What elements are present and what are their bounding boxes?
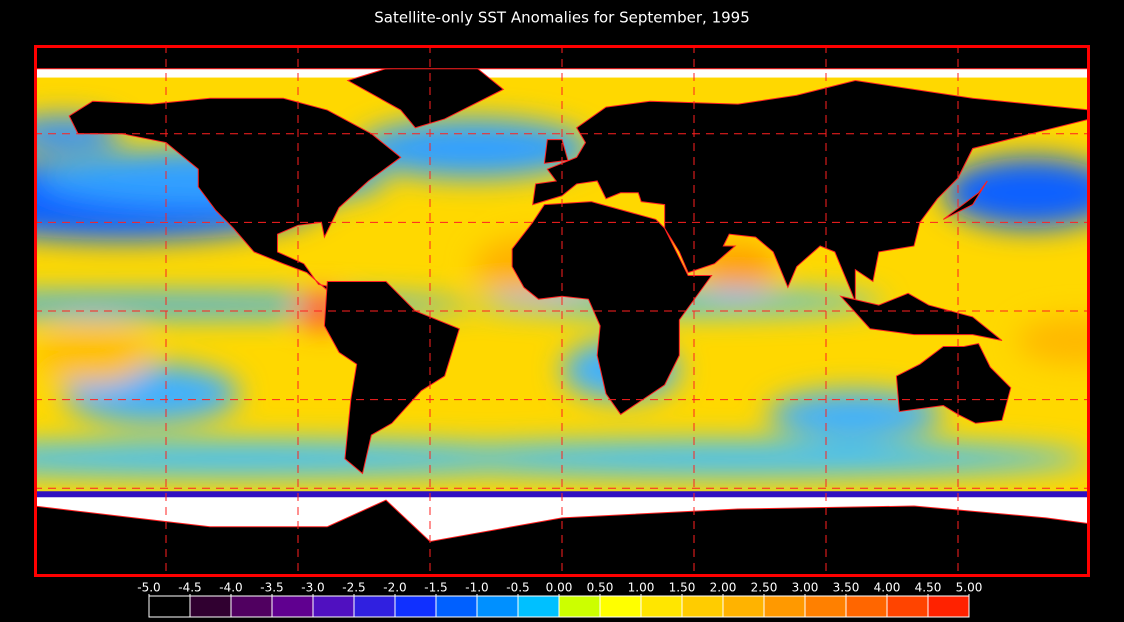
colorbar-swatch: [640, 595, 683, 618]
landmass: [68, 97, 402, 291]
colorbar-swatch: [271, 595, 314, 618]
colorbar-swatch: [230, 595, 273, 618]
colorbar-swatch: [599, 595, 642, 618]
map: [34, 45, 1090, 577]
colorbar-tick-label: 3.50: [833, 581, 860, 595]
colorbar-tick-label: -1.5: [424, 581, 447, 595]
title: Satellite-only SST Anomalies for Septemb…: [374, 9, 750, 27]
colorbar-tick-label: 2.00: [710, 581, 737, 595]
anomaly-patch: [1016, 316, 1090, 365]
colorbar-tick-label: 0.00: [546, 581, 573, 595]
anomaly-patch: [34, 325, 152, 385]
colorbar-tick-label: -5.0: [137, 581, 160, 595]
colorbar-swatch: [558, 595, 601, 618]
colorbar-swatch: [845, 595, 888, 618]
anomaly-patch: [386, 441, 1090, 477]
colorbar-tick-label: -3.0: [301, 581, 324, 595]
colorbar-tick-label: -2.5: [342, 581, 365, 595]
colorbar: -5.0 -4.5 -4.0 -3.5 -3.0 -2.5 -2.0 -1.5 -1.0 -0.5…: [137, 581, 982, 618]
colorbar-tick-label: 4.50: [915, 581, 942, 595]
colorbar-tick-label: 4.00: [874, 581, 901, 595]
colorbar-tick-label: 0.50: [587, 581, 614, 595]
colorbar-swatch: [148, 595, 191, 618]
colorbar-swatch: [804, 595, 847, 618]
colorbar-swatch: [476, 595, 519, 618]
colorbar-tick-label: -4.0: [219, 581, 242, 595]
landmass: [839, 292, 1003, 342]
colorbar-swatch: [353, 595, 396, 618]
landmass: [895, 342, 1012, 424]
colorbar-swatch: [927, 595, 970, 618]
colorbar-swatch: [886, 595, 929, 618]
colorbar-tick-label: 1.50: [669, 581, 696, 595]
colorbar-tick-label: 1.00: [628, 581, 655, 595]
colorbar-tick-label: -1.0: [465, 581, 488, 595]
colorbar-tick-label: -0.5: [506, 581, 529, 595]
colorbar-tick-label: 2.50: [751, 581, 778, 595]
colorbar-tick-label: 5.00: [956, 581, 983, 595]
anomaly-patch: [943, 157, 1090, 229]
colorbar-swatch: [189, 595, 232, 618]
colorbar-tick-label: 3.00: [792, 581, 819, 595]
colorbar-swatch: [763, 595, 806, 618]
colorbar-tick-label: -4.5: [178, 581, 201, 595]
colorbar-swatch: [681, 595, 724, 618]
colorbar-tick-label: -3.5: [260, 581, 283, 595]
colorbar-swatch: [517, 595, 560, 618]
landmass: [532, 80, 1090, 303]
colorbar-swatch: [722, 595, 765, 618]
map-frame: [34, 45, 1090, 577]
colorbar-tick-label: -2.0: [383, 581, 406, 595]
landmass: [511, 201, 713, 416]
colorbar-swatch: [394, 595, 437, 618]
landmass: [943, 180, 988, 220]
colorbar-swatch: [435, 595, 478, 618]
colorbar-swatch: [312, 595, 355, 618]
